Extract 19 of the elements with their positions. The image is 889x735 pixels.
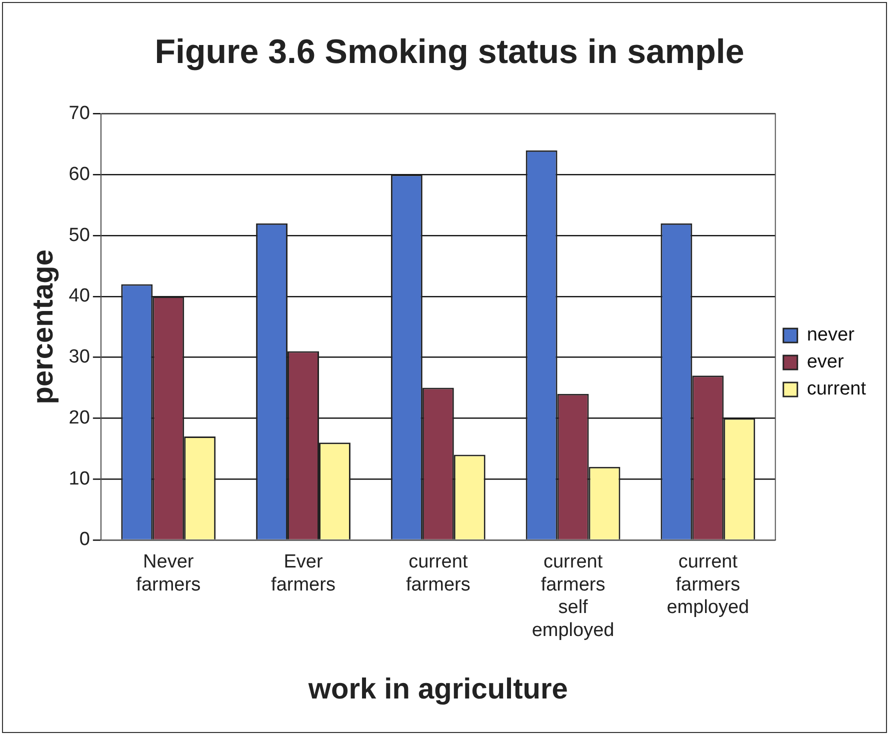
x-tick-label: current farmers self employed [532, 552, 614, 642]
y-tick-label: 0 [79, 529, 90, 550]
x-axis-title: work in agriculture [307, 674, 568, 706]
x-tick-label: Ever farmers [271, 552, 336, 596]
chart-title: Figure 3.6 Smoking status in sample [154, 32, 744, 71]
y-tick-label: 70 [68, 103, 90, 124]
y-tick-label: 60 [68, 164, 90, 185]
x-tick-label: Never farmers [136, 552, 201, 596]
x-tick-label: current farmers employed [666, 552, 750, 618]
y-tick-label: 20 [68, 407, 90, 428]
y-axis-title: percentage [27, 250, 60, 404]
legend-label: current [806, 378, 867, 400]
legend-label: ever [806, 352, 844, 373]
y-tick-label: 10 [68, 468, 90, 490]
y-tick-label: 40 [68, 286, 90, 307]
y-tick-label: 50 [68, 224, 90, 246]
x-tick-label: current farmers [406, 552, 470, 596]
legend-label: never [806, 324, 856, 346]
y-tick-label: 30 [68, 346, 90, 368]
